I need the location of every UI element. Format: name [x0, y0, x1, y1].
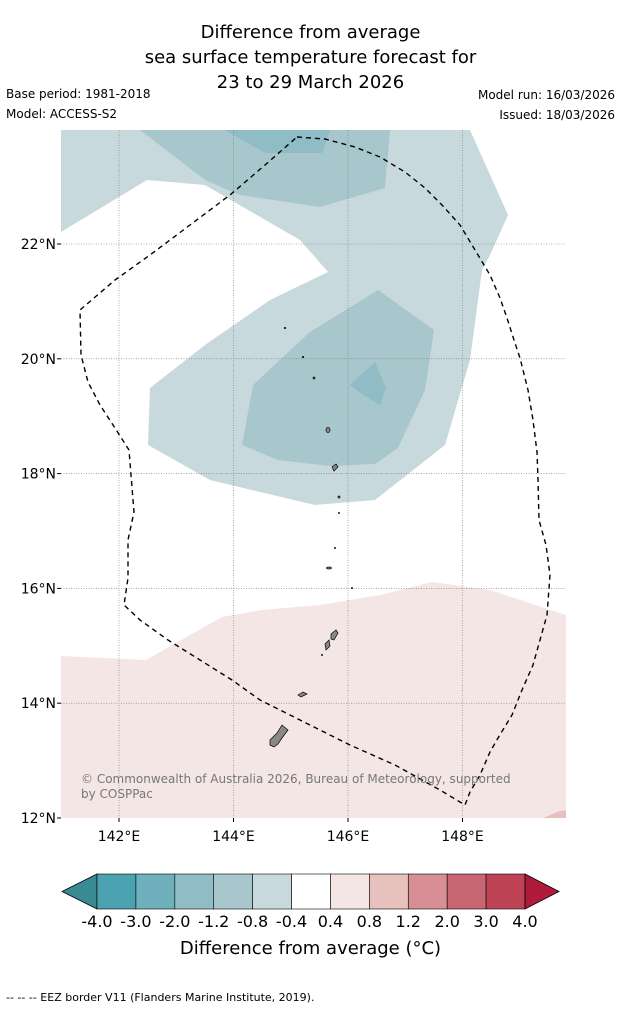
colorbar-bin: [252, 873, 292, 910]
island: [334, 547, 336, 549]
anomaly-region-north-dark: [225, 130, 330, 153]
colorbar-tick-label: -3.0: [120, 912, 152, 931]
copyright-notice: © Commonwealth of Australia 2026, Bureau…: [81, 772, 511, 801]
lat-tick-label: 16°N: [21, 581, 56, 597]
island-saipan: [330, 629, 339, 641]
colorbar-tick-label: 0.4: [317, 912, 344, 931]
eez-footer-note: -- -- -- EEZ border V11 (Flanders Marine…: [6, 991, 315, 1004]
title-line-2: sea surface temperature forecast for: [144, 47, 477, 68]
colorbar-tick-label: 2.0: [434, 912, 460, 931]
lon-tick-label: 142°E: [98, 829, 141, 845]
anomaly-fill-layer: [61, 130, 566, 818]
title-line-3: 23 to 29 March 2026: [216, 72, 405, 93]
lon-tick-label: 148°E: [441, 829, 484, 845]
colorbar-tick-label: 0.8: [356, 912, 383, 931]
title-line-1: Difference from average: [200, 22, 421, 43]
colorbar-bin: [485, 873, 526, 910]
island-rota: [297, 691, 308, 698]
colorbar-bin: [213, 873, 253, 910]
colorbar-tick-label: 3.0: [473, 912, 499, 931]
model-label: Model: ACCESS-S2: [6, 107, 118, 121]
colorbar-min-arrow: [61, 873, 98, 910]
lat-tick-label: 14°N: [21, 696, 56, 712]
colorbar-bin: [330, 873, 370, 910]
anomaly-region-north-mid: [140, 130, 390, 207]
colorbar-bin: [291, 873, 331, 910]
colorbar-bin: [96, 873, 137, 910]
lon-tick-label: 144°E: [212, 829, 255, 845]
anomaly-region-central-mid: [242, 290, 434, 466]
colorbar-max-arrow: [524, 873, 560, 910]
lat-tick-label: 20°N: [21, 352, 56, 368]
issued-label: Issued: 18/03/2026: [499, 108, 615, 122]
island: [321, 654, 323, 656]
latitude-labels: 22°N 20°N 18°N 16°N 14°N 12°N: [21, 237, 61, 827]
lat-tick-label: 22°N: [21, 237, 56, 253]
island: [283, 326, 287, 330]
colorbar-tick-label: -2.0: [159, 912, 191, 931]
colorbar-bin: [369, 873, 409, 910]
island: [325, 427, 331, 433]
colorbar-bin: [407, 873, 448, 910]
colorbar-tick-label: -0.8: [237, 912, 269, 931]
colorbar-bin: [174, 873, 215, 910]
island: [326, 566, 332, 570]
longitude-labels: 142°E 144°E 146°E 148°E: [98, 818, 484, 845]
island-tinian: [324, 639, 331, 651]
colorbar-tick-labels: -4.0 -3.0 -2.0 -1.2 -0.8 -0.4 0.4 0.8 1.2 2.0 3.0 4…: [0, 912, 621, 932]
anomaly-region-south-corner: [543, 810, 566, 818]
colorbar-tick-label: 1.2: [395, 912, 421, 931]
anomaly-region-central-dark: [350, 362, 386, 405]
colorbar-tick-label: -0.4: [275, 912, 308, 931]
island: [338, 512, 340, 514]
lat-tick-label: 18°N: [21, 467, 56, 483]
island: [337, 495, 341, 499]
island-guam: [269, 724, 289, 748]
base-period-label: Base period: 1981-2018: [6, 87, 151, 101]
map-gridlines: [61, 130, 566, 818]
colorbar-tick-label: -1.2: [198, 912, 230, 931]
island: [312, 376, 316, 380]
colorbar-title: Difference from average (°C): [179, 938, 442, 959]
island: [301, 355, 305, 359]
colorbar-bin: [135, 873, 176, 910]
colorbar-tick-label: -4.0: [81, 912, 113, 931]
colorbar-bin: [446, 873, 487, 910]
colorbar: [61, 873, 560, 910]
colorbar-tick-label: 4.0: [512, 912, 538, 931]
islands: [269, 326, 353, 748]
lon-tick-label: 146°E: [327, 829, 370, 845]
chart-title: Difference from average sea surface temp…: [0, 20, 621, 95]
lat-tick-label: 12°N: [21, 811, 56, 827]
anomaly-region-south-warm: [61, 582, 566, 818]
island: [331, 463, 339, 472]
model-run-label: Model run: 16/03/2026: [477, 88, 615, 102]
island: [351, 587, 353, 589]
